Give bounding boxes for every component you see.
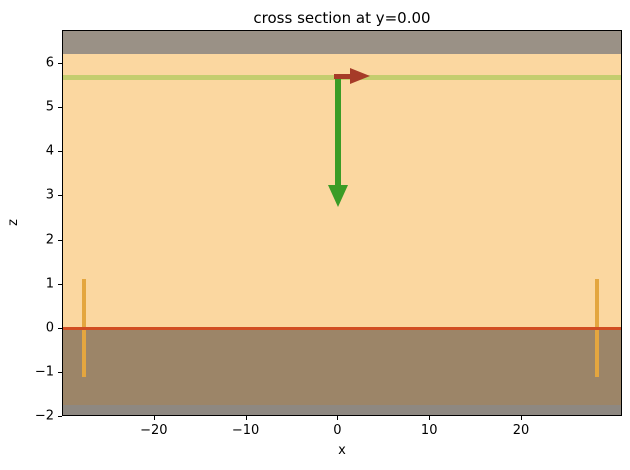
y-tick (58, 107, 62, 109)
y-tick-label: 4 (45, 143, 54, 159)
y-axis-label: z (5, 219, 21, 226)
bottom-wall-region (63, 404, 621, 415)
y-tick-label: 2 (45, 232, 54, 248)
down-arrow-head (328, 185, 349, 208)
x-tick (429, 416, 431, 420)
x-tick-label: −10 (231, 423, 260, 438)
x-tick (337, 416, 339, 420)
y-tick (58, 63, 62, 65)
y-tick-label: 0 (45, 320, 54, 336)
x-tick-label: 10 (420, 423, 438, 438)
x-tick-label: −20 (140, 423, 168, 438)
y-tick (58, 151, 62, 153)
y-tick-label: −2 (34, 408, 54, 424)
x-tick-label: 0 (333, 423, 342, 438)
x-axis-label: x (338, 443, 346, 458)
x-tick (153, 416, 155, 420)
y-tick (58, 283, 62, 285)
x-tick (521, 416, 523, 420)
y-tick-label: 1 (45, 276, 54, 292)
right-arrow-shaft (333, 73, 350, 79)
y-tick (58, 371, 62, 373)
y-tick-label: 3 (45, 187, 54, 203)
chart-title: cross section at y=0.00 (253, 9, 431, 27)
top-wall-region (63, 31, 621, 55)
y-tick (58, 195, 62, 197)
right-arrow-head (349, 68, 370, 85)
x-tick (245, 416, 247, 420)
y-tick-label: −1 (34, 364, 54, 380)
y-tick-label: 5 (45, 99, 54, 115)
y-tick (58, 239, 62, 241)
x-tick-label: 20 (512, 423, 530, 438)
y-tick (58, 327, 62, 329)
ground-line (63, 327, 621, 331)
down-arrow-shaft (335, 76, 342, 186)
soil-region (63, 328, 621, 405)
y-tick (58, 416, 62, 417)
y-tick-label: 6 (45, 55, 54, 71)
plot-area (62, 30, 622, 416)
